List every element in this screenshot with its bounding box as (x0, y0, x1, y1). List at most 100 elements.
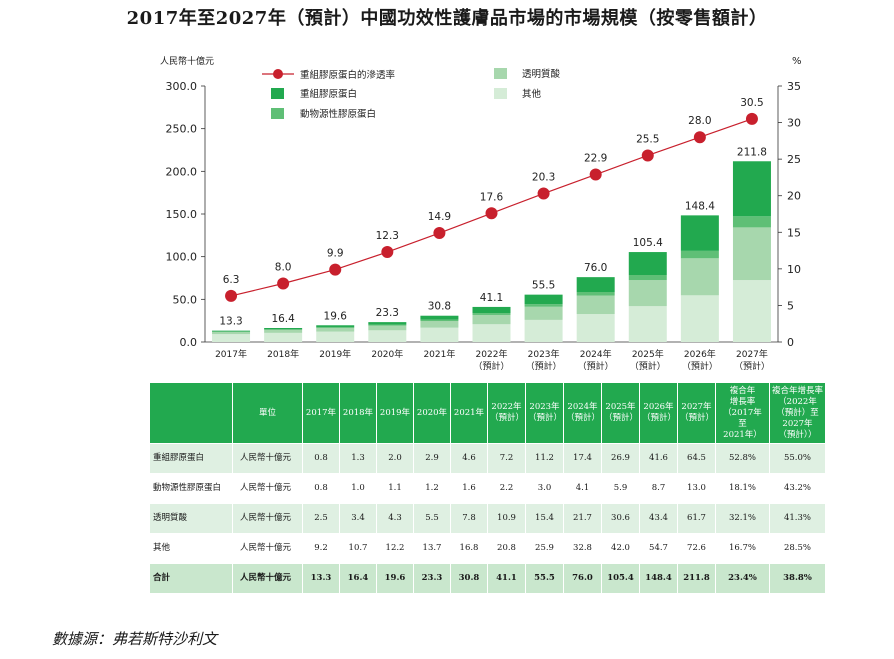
header-year: 2021年 (450, 382, 488, 444)
table-cell: 211.8 (677, 563, 716, 594)
penetration-rate-label: 20.3 (532, 172, 555, 184)
bar-segment-other (212, 334, 251, 342)
bar-segment-animal-collagen (368, 324, 407, 326)
x-tick-label: 2023年 (528, 348, 560, 360)
penetration-rate-label: 25.5 (636, 133, 659, 145)
header-unit: 單位 (232, 382, 303, 444)
header-year: 2027年 （預計） (677, 382, 716, 444)
table-cell: 16.4 (339, 563, 377, 594)
bar-segment-other (732, 280, 771, 342)
y-left-tick-label: 100.0 (166, 251, 198, 264)
row-unit: 人民幣十億元 (232, 473, 303, 504)
table-cell: 2.9 (413, 443, 451, 474)
header-year: 2026年 （預計） (639, 382, 678, 444)
table-cell: 42.0 (601, 533, 640, 564)
penetration-rate-point (745, 112, 758, 125)
table-cell: 16.8 (450, 533, 488, 564)
table-cell: 41.1 (487, 563, 526, 594)
table-cell: 7.2 (487, 443, 526, 474)
y-right-tick-label: 5 (787, 299, 794, 312)
header-year: 2017年 (302, 382, 340, 444)
bar-total-label: 105.4 (633, 237, 663, 249)
table-cell: 148.4 (639, 563, 678, 594)
legend-hyaluronic-label: 透明質酸 (522, 68, 561, 80)
bar-total-label: 30.8 (428, 301, 451, 313)
penetration-rate-point (225, 289, 238, 302)
header-year: 2023年 （預計） (525, 382, 564, 444)
legend-line-marker (273, 69, 283, 79)
row-label: 重組膠原蛋白 (149, 443, 233, 474)
penetration-rate-label: 14.9 (428, 211, 451, 223)
bar-segment-animal-collagen (264, 329, 303, 330)
chart-title: 2017年至2027年（預計）中國功效性護膚品市場的市場規模（按零售額計） (126, 8, 768, 29)
cagr-2017-2021-cell: 16.7% (715, 533, 770, 564)
table-cell: 4.3 (376, 503, 414, 534)
bar-segment-recombinant-collagen (368, 322, 407, 325)
table-cell: 30.8 (450, 563, 488, 594)
bar-segment-animal-collagen (576, 291, 615, 296)
bar-segment-animal-collagen (212, 331, 251, 333)
bar-segment-hyaluronic (680, 258, 719, 296)
y-right-tick-label: 10 (787, 263, 801, 276)
table-cell: 2.0 (376, 443, 414, 474)
bar-segment-hyaluronic (212, 332, 251, 335)
y-left-tick-label: 250.0 (166, 123, 198, 136)
x-tick-label: 2017年 (215, 348, 247, 360)
table-cell: 5.9 (601, 473, 640, 504)
bar-segment-hyaluronic (524, 306, 563, 320)
table-cell: 4.6 (450, 443, 488, 474)
legend-animal-swatch (271, 108, 284, 119)
y-left-axis-label: 人民幣十億元 (160, 55, 214, 67)
table-cell: 8.7 (639, 473, 678, 504)
penetration-rate-point (433, 227, 446, 240)
table-cell: 76.0 (563, 563, 602, 594)
bar-total-label: 148.4 (685, 200, 715, 212)
x-tick-note: （預計） (682, 360, 718, 372)
table-cell: 0.8 (302, 443, 340, 474)
penetration-rate-point (589, 168, 602, 181)
penetration-rate-point (485, 207, 498, 220)
legend-other-label: 其他 (522, 88, 542, 100)
x-tick-label: 2025年 (632, 348, 664, 360)
x-tick-label: 2020年 (371, 348, 403, 360)
bar-segment-recombinant-collagen (212, 330, 251, 332)
bar-segment-recombinant-collagen (524, 294, 563, 305)
legend-other-swatch (494, 88, 507, 99)
bar-segment-hyaluronic (264, 329, 303, 333)
x-tick-label: 2026年 (684, 348, 716, 360)
header-cagr-2022-2027: 複合年增長率 （2022年 （預計）至 2027年 （預計）） (769, 382, 826, 444)
bar-segment-animal-collagen (732, 216, 771, 228)
y-left-tick-label: 50.0 (173, 293, 198, 306)
row-unit: 人民幣十億元 (232, 533, 303, 564)
cagr-2022-2027-cell: 28.5% (769, 533, 826, 564)
y-left-tick-label: 300.0 (166, 80, 198, 93)
penetration-rate-point (381, 246, 394, 259)
cagr-2022-2027-cell: 43.2% (769, 473, 826, 504)
table-cell: 10.9 (487, 503, 526, 534)
x-tick-label: 2022年 (476, 348, 508, 360)
cagr-2022-2027-cell: 41.3% (769, 503, 826, 534)
header-year: 2024年 （預計） (563, 382, 602, 444)
bar-segment-hyaluronic (628, 280, 667, 307)
bar-segment-recombinant-collagen (732, 161, 771, 217)
bar-segment-hyaluronic (316, 327, 355, 332)
penetration-rate-label: 9.9 (327, 248, 344, 260)
penetration-rate-point (537, 187, 550, 200)
bar-total-label: 13.3 (219, 316, 242, 328)
header-year: 2019年 (376, 382, 414, 444)
bar-segment-animal-collagen (524, 304, 563, 307)
bar-segment-hyaluronic (472, 314, 511, 325)
x-tick-label: 2027年 (736, 348, 768, 360)
table-cell: 10.7 (339, 533, 377, 564)
table-row: 重組膠原蛋白 人民幣十億元 0.8 1.3 2.0 2.9 4.6 7.2 11.2 17.4 26… (149, 443, 826, 474)
bar-total-label: 23.3 (376, 307, 399, 319)
x-tick-note: （預計） (630, 360, 666, 372)
table-cell: 2.5 (302, 503, 340, 534)
bar-segment-hyaluronic (368, 325, 407, 331)
table-cell: 5.5 (413, 503, 451, 534)
legend-hyaluronic-swatch (494, 68, 507, 79)
table-cell: 2.2 (487, 473, 526, 504)
table-cell: 13.0 (677, 473, 716, 504)
row-label: 透明質酸 (149, 503, 233, 534)
table-cell: 25.9 (525, 533, 564, 564)
